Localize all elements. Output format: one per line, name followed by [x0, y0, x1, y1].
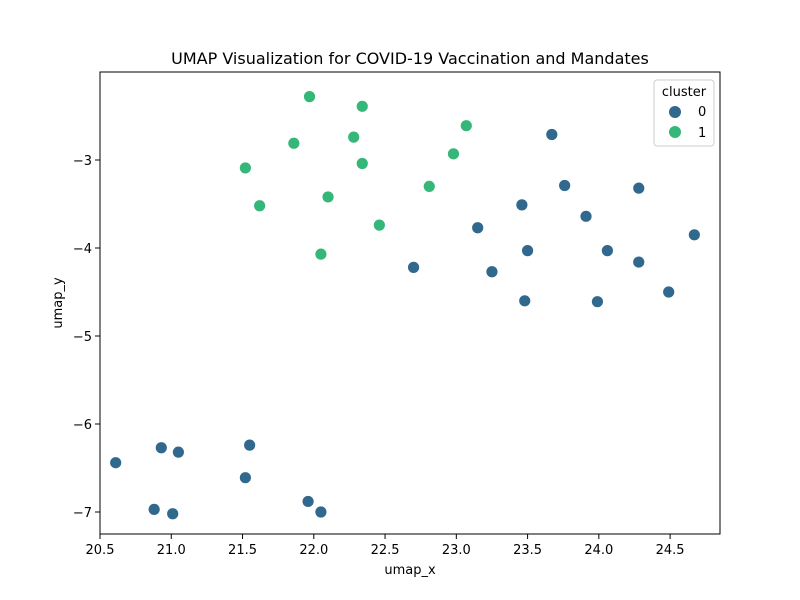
y-tick-label: −3 — [73, 154, 92, 169]
point-cluster-0-20 — [147, 502, 161, 516]
point-cluster-0-4 — [579, 209, 593, 223]
point-cluster-1-5 — [447, 147, 460, 161]
point-cluster-1-8 — [422, 179, 436, 193]
point-cluster-1-0 — [303, 90, 316, 104]
x-tick-label: 24.5 — [656, 543, 685, 558]
y-axis: −3 −4 −5 −6 −7 — [73, 154, 100, 521]
point-cluster-0-19 — [238, 471, 252, 485]
x-tick-label: 21.0 — [157, 543, 186, 558]
point-cluster-1-7 — [355, 157, 369, 170]
point-cluster-1-3 — [347, 130, 361, 144]
point-cluster-1-10 — [253, 199, 267, 213]
legend-box — [653, 79, 715, 147]
point-cluster-0-21 — [166, 507, 180, 521]
y-tick-label: −7 — [73, 506, 92, 521]
point-cluster-1-12 — [314, 247, 328, 261]
x-tick-label: 21.5 — [228, 543, 257, 558]
legend-marker-cluster-1 — [669, 126, 681, 138]
point-cluster-1-2 — [459, 119, 473, 133]
chart-title: UMAP Visualization for COVID-19 Vaccinat… — [171, 49, 649, 68]
point-cluster-1-9 — [321, 190, 335, 204]
point-cluster-0-12 — [662, 285, 676, 299]
x-tick-label: 22.0 — [299, 543, 328, 558]
legend-marker-cluster-0 — [669, 106, 681, 118]
legend: cluster 0 1 — [653, 79, 715, 147]
point-cluster-0-16 — [154, 441, 168, 455]
legend-title: cluster — [662, 85, 707, 100]
point-cluster-0-6 — [687, 228, 701, 242]
plot-frame — [99, 71, 721, 535]
x-tick-label: 20.5 — [86, 543, 115, 558]
point-cluster-1-4 — [287, 136, 301, 150]
y-axis-label: umap_y — [51, 277, 66, 329]
point-cluster-0-0 — [545, 128, 559, 141]
y-tick-label: −4 — [73, 242, 92, 257]
points-layer — [109, 90, 701, 521]
x-axis: 20.5 21.0 21.5 22.0 22.5 23.0 23.5 24.0 24.5 — [86, 534, 685, 558]
point-cluster-0-23 — [314, 505, 328, 519]
point-cluster-0-15 — [109, 456, 123, 470]
point-cluster-0-11 — [485, 265, 499, 279]
x-axis-label: umap_x — [384, 563, 436, 578]
point-cluster-0-13 — [518, 294, 532, 308]
y-tick-label: −5 — [73, 330, 92, 345]
y-tick-label: −6 — [73, 418, 92, 433]
point-cluster-0-1 — [558, 179, 572, 192]
x-tick-label: 24.0 — [584, 543, 613, 558]
point-cluster-1-11 — [372, 218, 386, 232]
point-cluster-0-22 — [301, 495, 315, 508]
point-cluster-0-8 — [601, 244, 614, 258]
legend-label-cluster-0: 0 — [698, 105, 706, 120]
point-cluster-1-1 — [355, 99, 369, 113]
point-cluster-0-17 — [171, 445, 185, 459]
x-tick-label: 23.0 — [442, 543, 471, 558]
point-cluster-0-9 — [407, 260, 420, 274]
point-cluster-0-2 — [632, 181, 646, 195]
point-cluster-0-3 — [515, 198, 529, 212]
point-cluster-0-14 — [591, 295, 604, 309]
point-cluster-0-10 — [632, 255, 646, 269]
x-tick-label: 22.5 — [371, 543, 400, 558]
point-cluster-0-5 — [471, 221, 485, 235]
x-tick-label: 23.5 — [513, 543, 542, 558]
point-cluster-0-7 — [521, 244, 534, 258]
point-cluster-1-6 — [238, 161, 252, 175]
legend-label-cluster-1: 1 — [698, 126, 706, 141]
point-cluster-0-18 — [243, 438, 257, 452]
